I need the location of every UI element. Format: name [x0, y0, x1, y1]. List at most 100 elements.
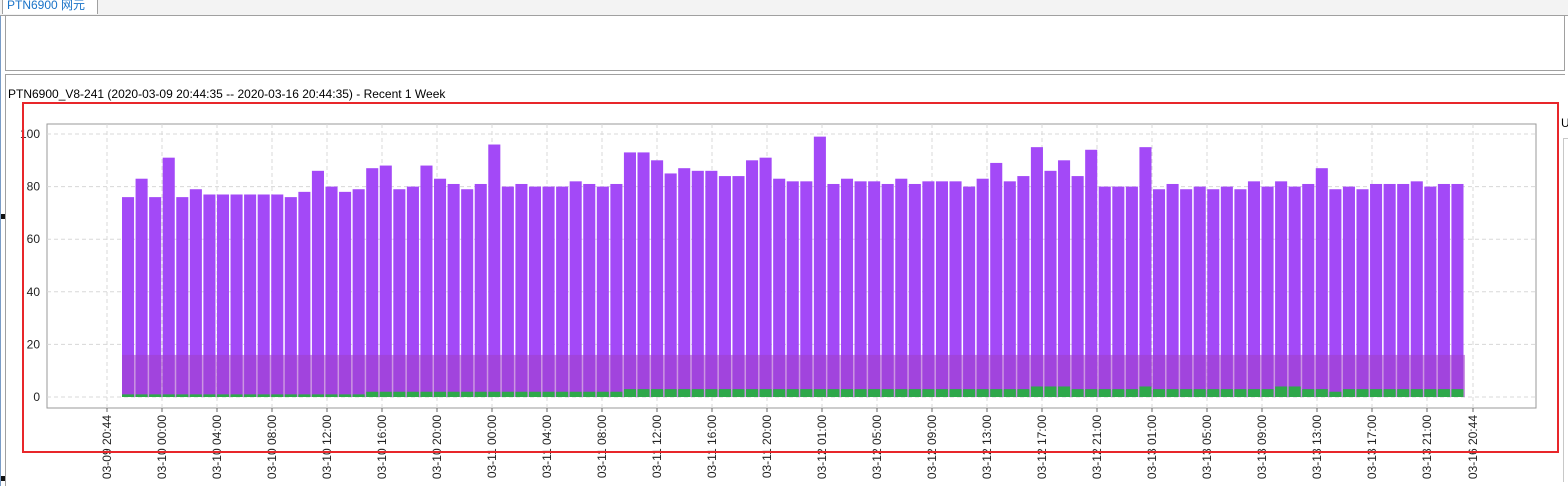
low-bar — [664, 389, 677, 397]
side-panel-strip — [1563, 138, 1568, 482]
low-bar — [1085, 389, 1098, 397]
low-bar — [976, 389, 989, 397]
low-bar — [949, 389, 962, 397]
low-bar — [935, 389, 949, 397]
bar — [868, 181, 881, 397]
low-bar — [1030, 386, 1043, 397]
bar — [176, 197, 189, 397]
bar — [230, 194, 243, 397]
low-bar — [746, 389, 759, 397]
bar — [162, 157, 175, 397]
bar — [325, 186, 338, 397]
low-bar — [800, 389, 813, 397]
resize-handle-bottom-left[interactable] — [1, 476, 5, 481]
bar — [1085, 149, 1098, 397]
low-bar — [718, 389, 731, 397]
low-bar — [1003, 389, 1016, 397]
bar — [420, 165, 433, 397]
x-tick-label: 03-13 05:00 — [1200, 415, 1214, 479]
low-bar — [868, 389, 881, 397]
low-bar — [1058, 386, 1071, 397]
low-bar — [1234, 389, 1247, 397]
low-bar — [366, 391, 379, 397]
y-tick-label: 100 — [20, 127, 40, 141]
y-tick-label: 80 — [27, 180, 41, 194]
low-bar — [1207, 389, 1220, 397]
low-bar — [583, 391, 596, 397]
bar — [393, 189, 406, 397]
low-bar — [1329, 391, 1342, 397]
low-bar — [528, 391, 542, 397]
low-bar — [1247, 389, 1261, 397]
bar — [854, 181, 867, 397]
bar — [976, 178, 989, 397]
x-tick-label: 03-11 00:00 — [485, 415, 499, 478]
low-bar — [827, 389, 840, 397]
bar — [366, 168, 379, 397]
bar — [406, 186, 419, 397]
bar — [1044, 170, 1057, 397]
low-bar — [990, 389, 1003, 397]
low-bar — [773, 389, 786, 397]
low-bar — [461, 391, 474, 397]
bar — [461, 189, 474, 397]
low-bar — [1315, 389, 1328, 397]
bar — [1288, 186, 1301, 397]
bar — [257, 194, 270, 397]
low-bar — [1451, 389, 1464, 397]
x-tick-label: 03-13 21:00 — [1420, 415, 1434, 479]
low-bar — [1152, 389, 1166, 397]
x-tick-label: 03-09 20:44 — [100, 415, 114, 479]
low-bar — [515, 391, 528, 397]
low-bar — [420, 391, 433, 397]
low-bar — [1275, 386, 1288, 397]
x-tick-label: 03-10 12:00 — [320, 415, 334, 479]
x-tick-label: 03-11 20:00 — [760, 415, 774, 478]
resize-handle-left[interactable] — [1, 214, 5, 219]
y-tick-label: 60 — [27, 232, 41, 246]
bar — [1030, 147, 1043, 397]
bar — [746, 160, 759, 397]
bar — [311, 170, 324, 397]
low-bar — [298, 394, 311, 397]
bar — [1247, 181, 1261, 397]
bar — [1261, 186, 1274, 397]
low-bar — [732, 389, 745, 397]
low-bar — [189, 394, 202, 397]
bar — [637, 152, 650, 397]
x-tick-label: 03-11 12:00 — [650, 415, 664, 478]
bar — [216, 194, 230, 397]
x-tick-label: 03-13 17:00 — [1365, 415, 1379, 479]
bar — [1139, 147, 1152, 397]
low-bar — [1302, 389, 1315, 397]
low-bar — [637, 389, 650, 397]
x-tick-label: 03-11 08:00 — [595, 415, 609, 478]
x-tick-label: 03-12 21:00 — [1090, 415, 1104, 479]
chart-title: PTN6900_V8-241 (2020-03-09 20:44:35 -- 2… — [8, 87, 446, 101]
x-tick-label: 03-10 04:00 — [210, 415, 224, 479]
low-bar — [244, 394, 257, 397]
low-bar — [122, 394, 135, 397]
low-bar — [135, 394, 148, 397]
bar — [122, 197, 135, 397]
low-bar — [1139, 386, 1152, 397]
low-bar — [203, 394, 216, 397]
bar — [1234, 189, 1247, 397]
x-tick-label: 03-10 16:00 — [375, 415, 389, 479]
low-bar — [922, 389, 935, 397]
bar — [678, 168, 691, 397]
bar — [596, 186, 609, 397]
low-bar — [1044, 386, 1057, 397]
low-bar — [840, 389, 854, 397]
bar — [271, 194, 284, 397]
bar — [623, 152, 636, 397]
bar — [1220, 186, 1233, 397]
bar — [773, 178, 786, 397]
bar — [840, 178, 854, 397]
tab-ptn6900[interactable]: PTN6900 网元 — [2, 0, 98, 14]
low-bar — [1410, 389, 1423, 397]
low-bar — [542, 391, 555, 397]
low-bar — [1017, 389, 1030, 397]
bar — [610, 183, 623, 397]
